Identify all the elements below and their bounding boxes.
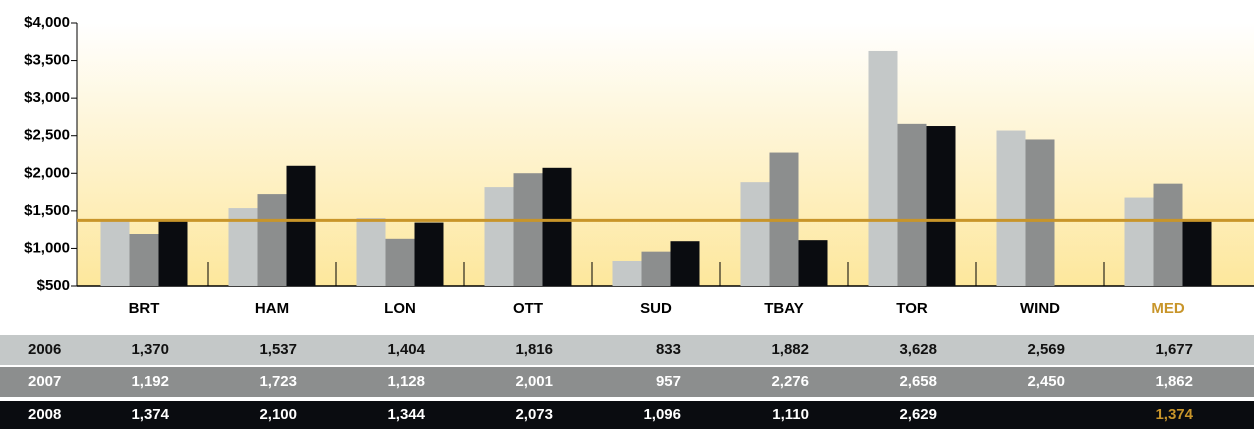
bar — [641, 251, 671, 286]
x-tick-label: WIND — [1020, 300, 1060, 317]
bar — [926, 126, 956, 286]
y-tick-label: $3,500 — [24, 52, 70, 69]
x-tick-label: BRT — [129, 300, 160, 317]
table-cell: 1,537 — [259, 341, 297, 358]
bar — [414, 222, 444, 286]
table-cell: 2,629 — [899, 406, 937, 423]
bar — [868, 50, 898, 287]
x-tick-label: OTT — [513, 300, 543, 317]
table-cell: 3,628 — [899, 341, 937, 358]
table-cell: 2,276 — [771, 373, 809, 390]
table-cell: 1,344 — [387, 406, 425, 423]
bar — [513, 173, 543, 286]
table-cell: 1,816 — [515, 341, 553, 358]
y-tick-label: $2,500 — [24, 127, 70, 144]
x-tick-label: TOR — [896, 300, 928, 317]
table-cell: 1,374 — [1155, 406, 1193, 423]
bar — [385, 238, 415, 286]
table-cell: 1,862 — [1155, 373, 1193, 390]
table-cell: 833 — [656, 341, 681, 358]
bar — [286, 165, 316, 286]
row-label: 2006 — [28, 341, 61, 358]
bar — [1182, 220, 1212, 286]
y-tick-label: $1,000 — [24, 239, 70, 256]
table-cell: 1,096 — [643, 406, 681, 423]
table-cell: 1,192 — [131, 373, 169, 390]
y-tick-label: $1,500 — [24, 202, 70, 219]
bar — [257, 194, 287, 286]
table-cell: 1,374 — [131, 406, 169, 423]
table-cell: 1,882 — [771, 341, 809, 358]
bar — [542, 167, 572, 286]
bar — [897, 123, 927, 287]
y-tick-label: $500 — [37, 277, 70, 294]
bar — [1124, 197, 1154, 286]
bar — [129, 234, 159, 286]
row-label: 2008 — [28, 406, 61, 423]
bar — [100, 220, 130, 286]
x-tick-label: TBAY — [764, 300, 803, 317]
table-row — [0, 367, 1254, 397]
table-row — [0, 335, 1254, 365]
table-cell: 1,404 — [387, 341, 425, 358]
table-cell: 2,073 — [515, 406, 553, 423]
x-tick-label: HAM — [255, 300, 289, 317]
x-tick-label: MED — [1151, 300, 1185, 317]
bar — [612, 260, 642, 286]
bar — [356, 218, 386, 286]
table-cell: 2,100 — [259, 406, 297, 423]
bar — [996, 130, 1026, 286]
table-cell: 2,658 — [899, 373, 937, 390]
table-cell: 2,450 — [1027, 373, 1065, 390]
x-tick-label: SUD — [640, 300, 672, 317]
bar — [670, 241, 700, 286]
table-cell: 1,110 — [772, 406, 809, 423]
table-cell: 2,569 — [1027, 341, 1065, 358]
table-cell: 2,001 — [515, 373, 553, 390]
table-cell: 957 — [656, 373, 681, 390]
bar — [798, 240, 828, 286]
bar — [1025, 139, 1055, 286]
table-cell: 1,723 — [259, 373, 297, 390]
table-cell: 1,128 — [387, 373, 425, 390]
y-tick-label: $2,000 — [24, 164, 70, 181]
table-cell: 1,677 — [1155, 341, 1193, 358]
bar — [158, 220, 188, 286]
bar — [484, 187, 514, 286]
y-tick-label: $3,000 — [24, 89, 70, 106]
bar — [740, 182, 770, 286]
y-tick-label: $4,000 — [24, 14, 70, 31]
table-row — [0, 401, 1254, 429]
row-label: 2007 — [28, 373, 61, 390]
table-cell: 1,370 — [131, 341, 169, 358]
bar — [1153, 183, 1183, 286]
x-tick-label: LON — [384, 300, 416, 317]
